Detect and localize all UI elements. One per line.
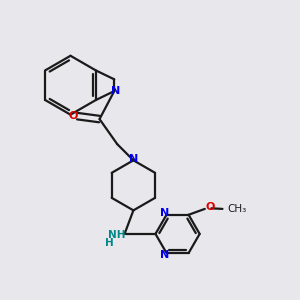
Text: O: O xyxy=(206,202,215,212)
Text: N: N xyxy=(111,86,120,96)
Text: CH₃: CH₃ xyxy=(227,204,246,214)
Text: N: N xyxy=(160,250,170,260)
Text: N: N xyxy=(129,154,138,164)
Text: H: H xyxy=(105,238,114,248)
Text: O: O xyxy=(68,111,78,121)
Text: NH: NH xyxy=(108,230,126,240)
Text: N: N xyxy=(160,208,170,218)
